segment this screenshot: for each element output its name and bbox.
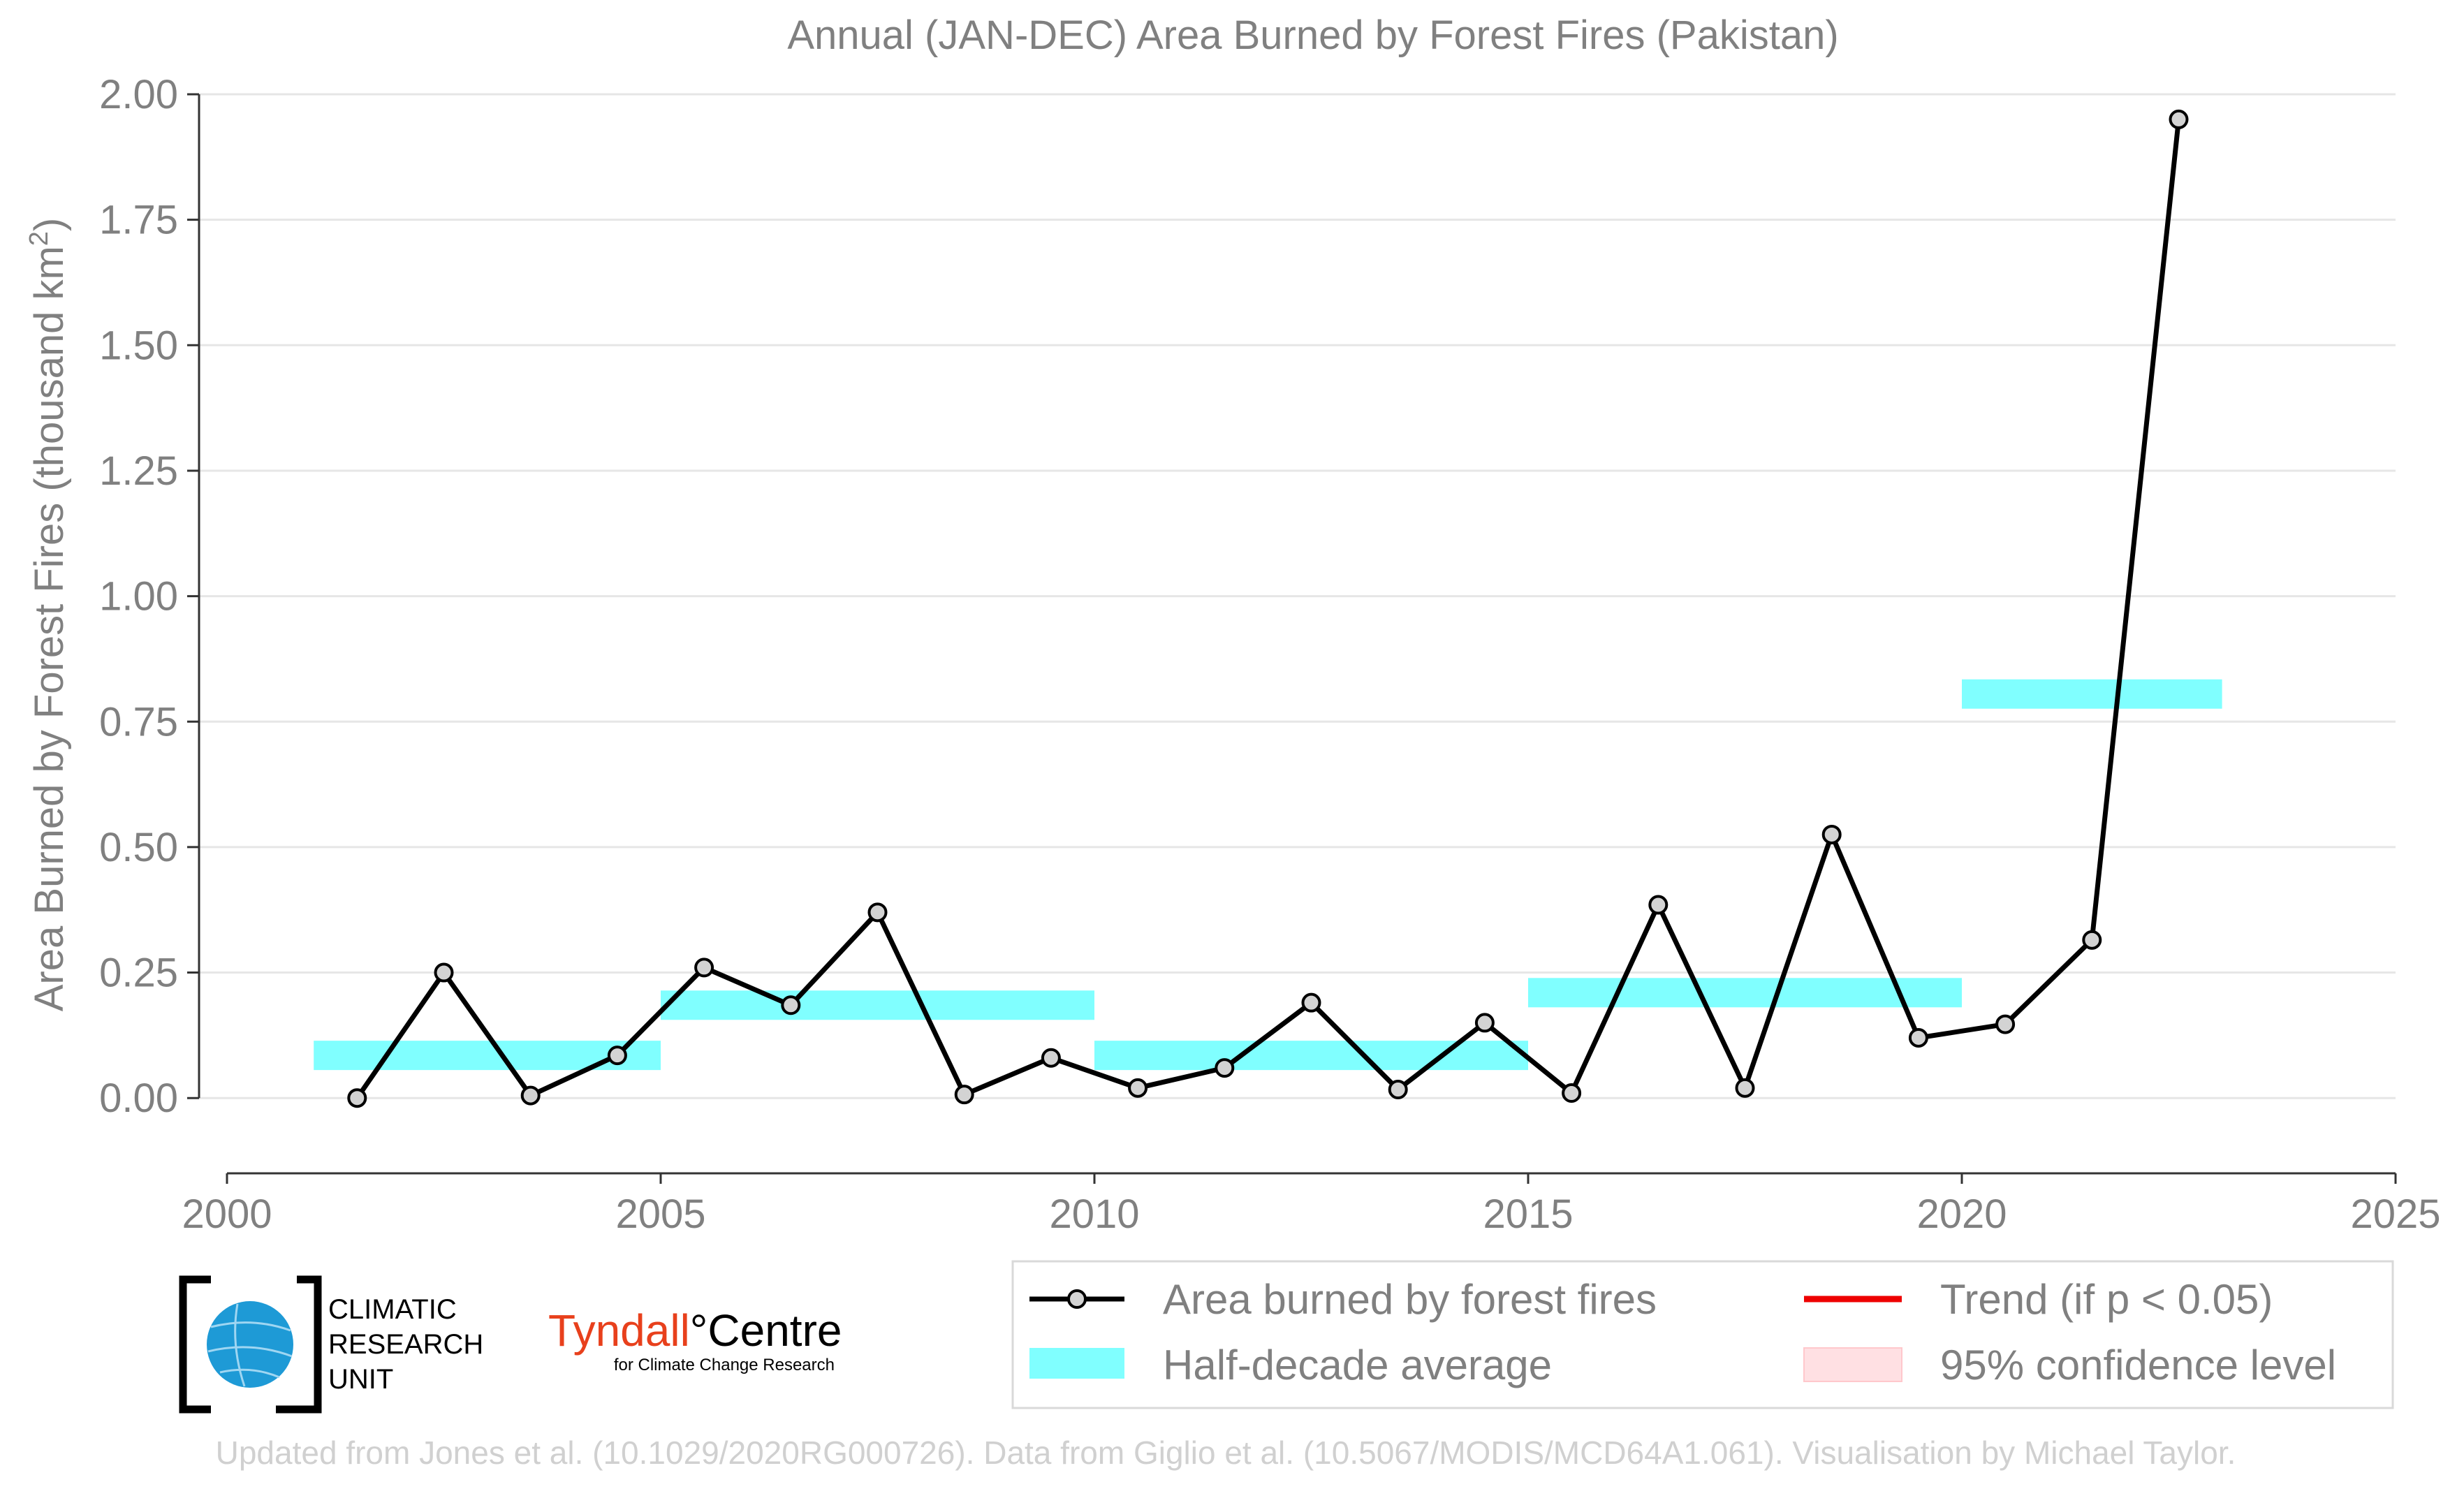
data-point	[1821, 824, 1842, 844]
cru-text-line-3: UNIT	[328, 1364, 393, 1395]
y-axis-label-close: )	[27, 218, 72, 231]
y-axis: 0.00 0.25 0.50 0.75 1.00 1.25 1.50 1.75 2.00	[99, 72, 200, 1121]
footer-credit: Updated from Jones et al. (10.1029/2020R…	[216, 1435, 2236, 1471]
data-point	[1128, 1078, 1148, 1098]
cru-bracket-left	[179, 1275, 211, 1414]
legend: Area burned by forest fires Trend (if p …	[1011, 1260, 2394, 1409]
chart-title: Annual (JAN-DEC) Area Burned by Forest F…	[787, 13, 1838, 58]
half-decade-average-bars	[314, 679, 2222, 1071]
data-point	[1648, 895, 1669, 915]
data-point	[1301, 992, 1321, 1013]
data-point	[1388, 1079, 1408, 1099]
half-decade-average-bar	[1528, 978, 1962, 1008]
y-axis-label: Area Burned by Forest Fires (thousand km…	[24, 218, 72, 1012]
data-point	[1041, 1048, 1061, 1068]
y-axis-label-superscript: 2	[24, 231, 54, 246]
x-axis: 2000 2005 2010 2015 2020 2025	[182, 1172, 2441, 1237]
data-point	[694, 958, 714, 978]
data-point	[1735, 1078, 1755, 1098]
x-tick-label: 2025	[2350, 1191, 2440, 1237]
x-tick-label: 2020	[1916, 1191, 2007, 1237]
tyndall-centre: Centre	[707, 1305, 842, 1356]
tyndall-main: Tyndall	[548, 1305, 690, 1356]
y-tick-label: 1.00	[99, 574, 178, 619]
data-point	[2169, 109, 2189, 129]
data-point	[434, 962, 454, 983]
x-tick-label: 2015	[1483, 1191, 1573, 1237]
legend-label-half-decade: Half-decade average	[1163, 1342, 1552, 1388]
x-tick-label: 2010	[1049, 1191, 1139, 1237]
y-tick-label: 0.25	[99, 951, 178, 996]
x-tick-label: 2000	[182, 1191, 272, 1237]
grid-lines	[199, 93, 2396, 1099]
y-tick-label: 1.75	[99, 198, 178, 243]
data-point	[607, 1046, 627, 1066]
globe-icon-lines	[207, 1303, 293, 1387]
data-point	[867, 902, 888, 923]
legend-swatch-area-burned-marker	[1067, 1289, 1087, 1309]
legend-box	[1011, 1260, 2394, 1409]
data-point	[1474, 1013, 1495, 1033]
data-point	[781, 995, 801, 1015]
cru-logo: CLIMATIC RESEARCH UNIT	[179, 1275, 483, 1414]
half-decade-average-bar	[661, 990, 1094, 1020]
y-tick-label: 1.25	[99, 448, 178, 494]
y-tick-label: 1.50	[99, 323, 178, 368]
legend-label-confidence: 95% confidence level	[1940, 1342, 2336, 1388]
x-tick-label: 2005	[615, 1191, 705, 1237]
data-point	[520, 1085, 541, 1106]
cru-bracket-right	[276, 1275, 322, 1414]
data-point	[1995, 1014, 2016, 1034]
y-tick-label: 0.75	[99, 699, 178, 744]
data-point	[1215, 1058, 1235, 1078]
y-tick-label: 2.00	[99, 72, 178, 117]
data-point	[1562, 1083, 1582, 1103]
tyndall-wordmark: Tyndall°Centre	[548, 1305, 842, 1356]
legend-label-area-burned: Area burned by forest fires	[1163, 1276, 1657, 1323]
series-line	[355, 119, 2181, 1100]
tyndall-subtitle: for Climate Change Research	[614, 1356, 835, 1374]
data-point	[954, 1085, 974, 1105]
y-tick-label: 0.00	[99, 1076, 178, 1121]
half-decade-average-bar	[1094, 1041, 1528, 1071]
half-decade-average-bar	[314, 1041, 661, 1071]
y-axis-label-main: Area Burned by Forest Fires (thousand km	[27, 246, 72, 1011]
data-point	[2082, 930, 2102, 950]
data-point	[347, 1088, 367, 1108]
globe-icon	[207, 1301, 293, 1388]
data-series	[347, 109, 2189, 1108]
y-tick-label: 0.50	[99, 825, 178, 870]
half-decade-average-bar	[1962, 679, 2222, 709]
legend-label-trend: Trend (if p < 0.05)	[1940, 1276, 2273, 1323]
legend-swatch-confidence	[1803, 1347, 1902, 1382]
tyndall-degree: °	[690, 1305, 708, 1356]
tyndall-logo: Tyndall°Centre for Climate Change Resear…	[548, 1305, 842, 1374]
cru-text-line-1: CLIMATIC	[328, 1294, 457, 1325]
cru-text-line-2: RESEARCH	[328, 1329, 483, 1360]
data-point	[1908, 1027, 1928, 1048]
legend-swatch-half-decade	[1029, 1348, 1124, 1379]
